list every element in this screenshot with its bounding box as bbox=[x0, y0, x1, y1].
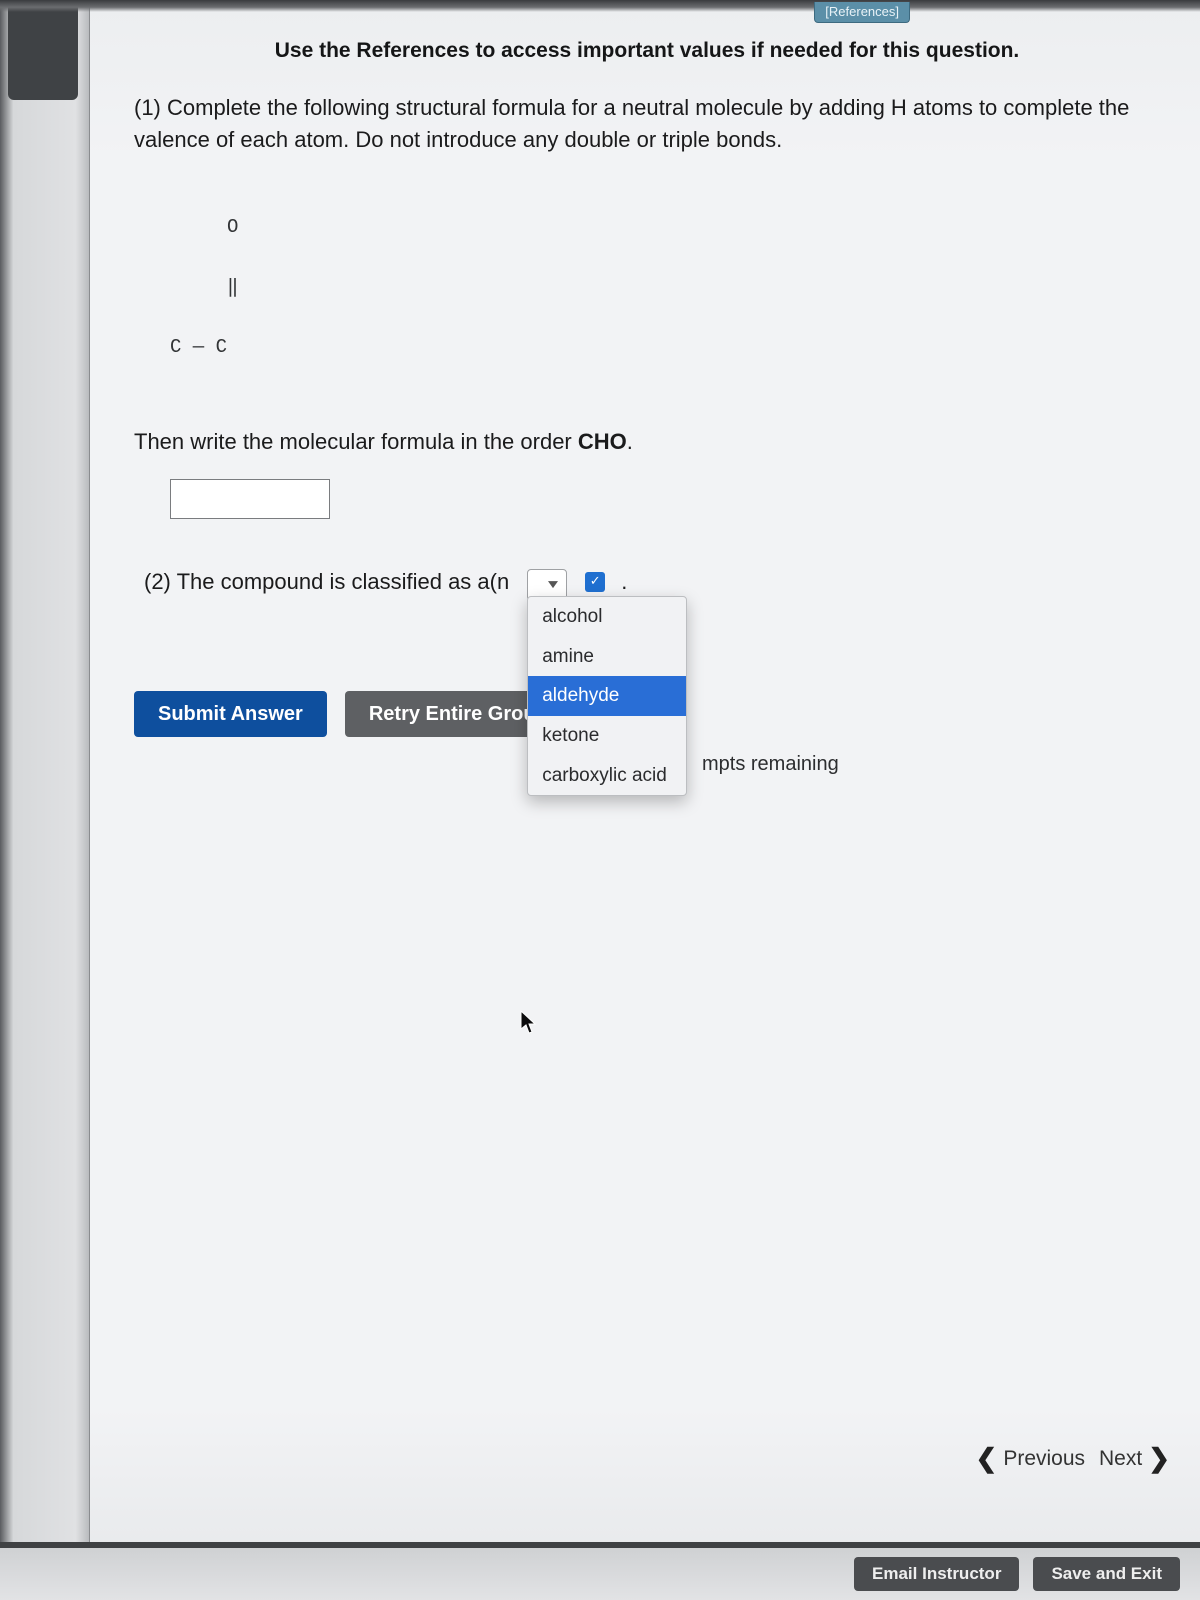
chevron-down-icon bbox=[548, 581, 558, 588]
top-shadow bbox=[0, 0, 1200, 12]
chevron-right-icon: ❯ bbox=[1148, 1440, 1170, 1478]
question-2-row: (2) The compound is classified as a(n al… bbox=[134, 562, 1160, 601]
question-1-text: (1) Complete the following structural fo… bbox=[134, 92, 1160, 156]
next-label: Next bbox=[1099, 1444, 1142, 1474]
structure-line-1: O bbox=[170, 218, 1160, 238]
next-button[interactable]: Next ❯ bbox=[1099, 1440, 1170, 1478]
references-tab[interactable]: [References] bbox=[814, 2, 910, 23]
question-nav: ❮ Previous Next ❯ bbox=[976, 1440, 1170, 1478]
dropdown-option-carboxylic-acid[interactable]: carboxylic acid bbox=[528, 756, 686, 796]
classification-dropdown: alcohol amine aldehyde ketone carboxylic… bbox=[527, 596, 687, 796]
dropdown-option-ketone[interactable]: ketone bbox=[528, 716, 686, 756]
chevron-left-icon: ❮ bbox=[976, 1440, 998, 1478]
classification-select-wrap: alcohol amine aldehyde ketone carboxylic… bbox=[527, 562, 567, 601]
email-instructor-button[interactable]: Email Instructor bbox=[854, 1557, 1019, 1591]
footer-bar: Email Instructor Save and Exit bbox=[0, 1548, 1200, 1600]
structure-line-2: ‖ bbox=[170, 278, 1160, 298]
content-area: Use the References to access important v… bbox=[90, 0, 1200, 1600]
left-rail-tab[interactable] bbox=[8, 0, 78, 100]
check-icon: ✓ bbox=[585, 572, 605, 592]
left-rail bbox=[0, 0, 90, 1600]
dropdown-option-aldehyde[interactable]: aldehyde bbox=[528, 676, 686, 716]
structural-formula: O ‖ C — C bbox=[170, 178, 1160, 397]
previous-label: Previous bbox=[1003, 1444, 1085, 1474]
molecular-formula-input[interactable] bbox=[170, 479, 330, 519]
mouse-cursor-icon bbox=[520, 1010, 538, 1036]
sentence-period: . bbox=[621, 566, 627, 598]
structure-line-3: C — C bbox=[170, 338, 1160, 358]
dropdown-option-amine[interactable]: amine bbox=[528, 637, 686, 677]
then-write-line: Then write the molecular formula in the … bbox=[134, 426, 1160, 458]
save-and-exit-button[interactable]: Save and Exit bbox=[1033, 1557, 1180, 1591]
previous-button[interactable]: ❮ Previous bbox=[976, 1440, 1086, 1478]
references-instruction: Use the References to access important v… bbox=[134, 36, 1160, 66]
submit-answer-button[interactable]: Submit Answer bbox=[134, 691, 327, 737]
attempts-remaining-text: mpts remaining bbox=[702, 750, 839, 779]
question-2-prefix: (2) The compound is classified as a(n bbox=[144, 566, 509, 598]
dropdown-option-alcohol[interactable]: alcohol bbox=[528, 597, 686, 637]
